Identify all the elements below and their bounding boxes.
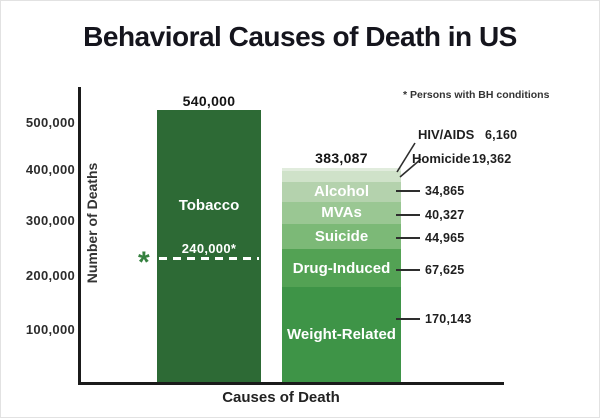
stack-segment-mvas: MVAs	[282, 201, 401, 225]
stack-segment-label: MVAs	[321, 204, 362, 222]
x-axis-title: Causes of Death	[222, 389, 340, 406]
stacked-bar: Alcohol MVAs Suicide Drug-Induced Weight-Rel…	[282, 168, 401, 382]
tobacco-total-label: 540,000	[182, 93, 236, 109]
y-tick-label-100000: 100,000	[25, 322, 75, 337]
stack-segment-weight-related: Weight-Related	[282, 287, 401, 382]
callout-name-homicide: Homicide	[412, 151, 471, 166]
callout-tick-suicide	[396, 237, 420, 239]
stack-segment-label: Alcohol	[314, 183, 369, 201]
annotation-240000-label: 240,000*	[181, 241, 237, 256]
y-axis-title: Number of Deaths	[84, 162, 100, 284]
callout-value-weight-related: 170,143	[425, 312, 472, 326]
stack-segment-suicide: Suicide	[282, 224, 401, 250]
callout-value-hiv-aids: 6,160	[485, 128, 518, 142]
stack-segment-hiv-aids	[282, 168, 401, 172]
y-tick-label-500000: 500,000	[25, 115, 75, 130]
y-tick-label-200000: 200,000	[25, 268, 75, 283]
y-tick-label-400000: 400,000	[25, 162, 75, 177]
callout-tick-mvas	[396, 214, 420, 216]
callout-value-homicide: 19,362	[472, 152, 512, 166]
asterisk-icon: *	[138, 246, 150, 279]
x-axis-line	[78, 382, 504, 385]
callout-value-drug-induced: 67,625	[425, 263, 465, 277]
callout-value-mvas: 40,327	[425, 208, 465, 222]
stack-segment-drug-induced: Drug-Induced	[282, 249, 401, 288]
y-axis-line	[78, 87, 81, 385]
callout-name-hiv-aids: HIV/AIDS	[418, 127, 475, 142]
stack-segment-alcohol: Alcohol	[282, 182, 401, 202]
stack-segment-label: Drug-Induced	[292, 259, 391, 277]
y-tick-label-300000: 300,000	[25, 213, 75, 228]
footnote: * Persons with BH conditions	[403, 89, 550, 101]
callout-tick-drug-induced	[396, 269, 420, 271]
tobacco-bar-label: Tobacco	[178, 197, 240, 214]
callout-value-alcohol: 34,865	[425, 184, 465, 198]
stack-segment-label: Suicide	[314, 228, 369, 246]
stack-segment-homicide	[282, 171, 401, 183]
callout-tick-weight-related	[396, 318, 420, 320]
stacked-total-label: 383,087	[315, 150, 368, 166]
stack-segment-label: Weight-Related	[287, 325, 396, 343]
chart-title: Behavioral Causes of Death in US	[83, 21, 517, 52]
callout-value-suicide: 44,965	[425, 231, 465, 245]
tobacco-bar	[157, 110, 261, 382]
callout-tick-alcohol	[396, 190, 420, 192]
annotation-dashed-line	[159, 257, 259, 260]
